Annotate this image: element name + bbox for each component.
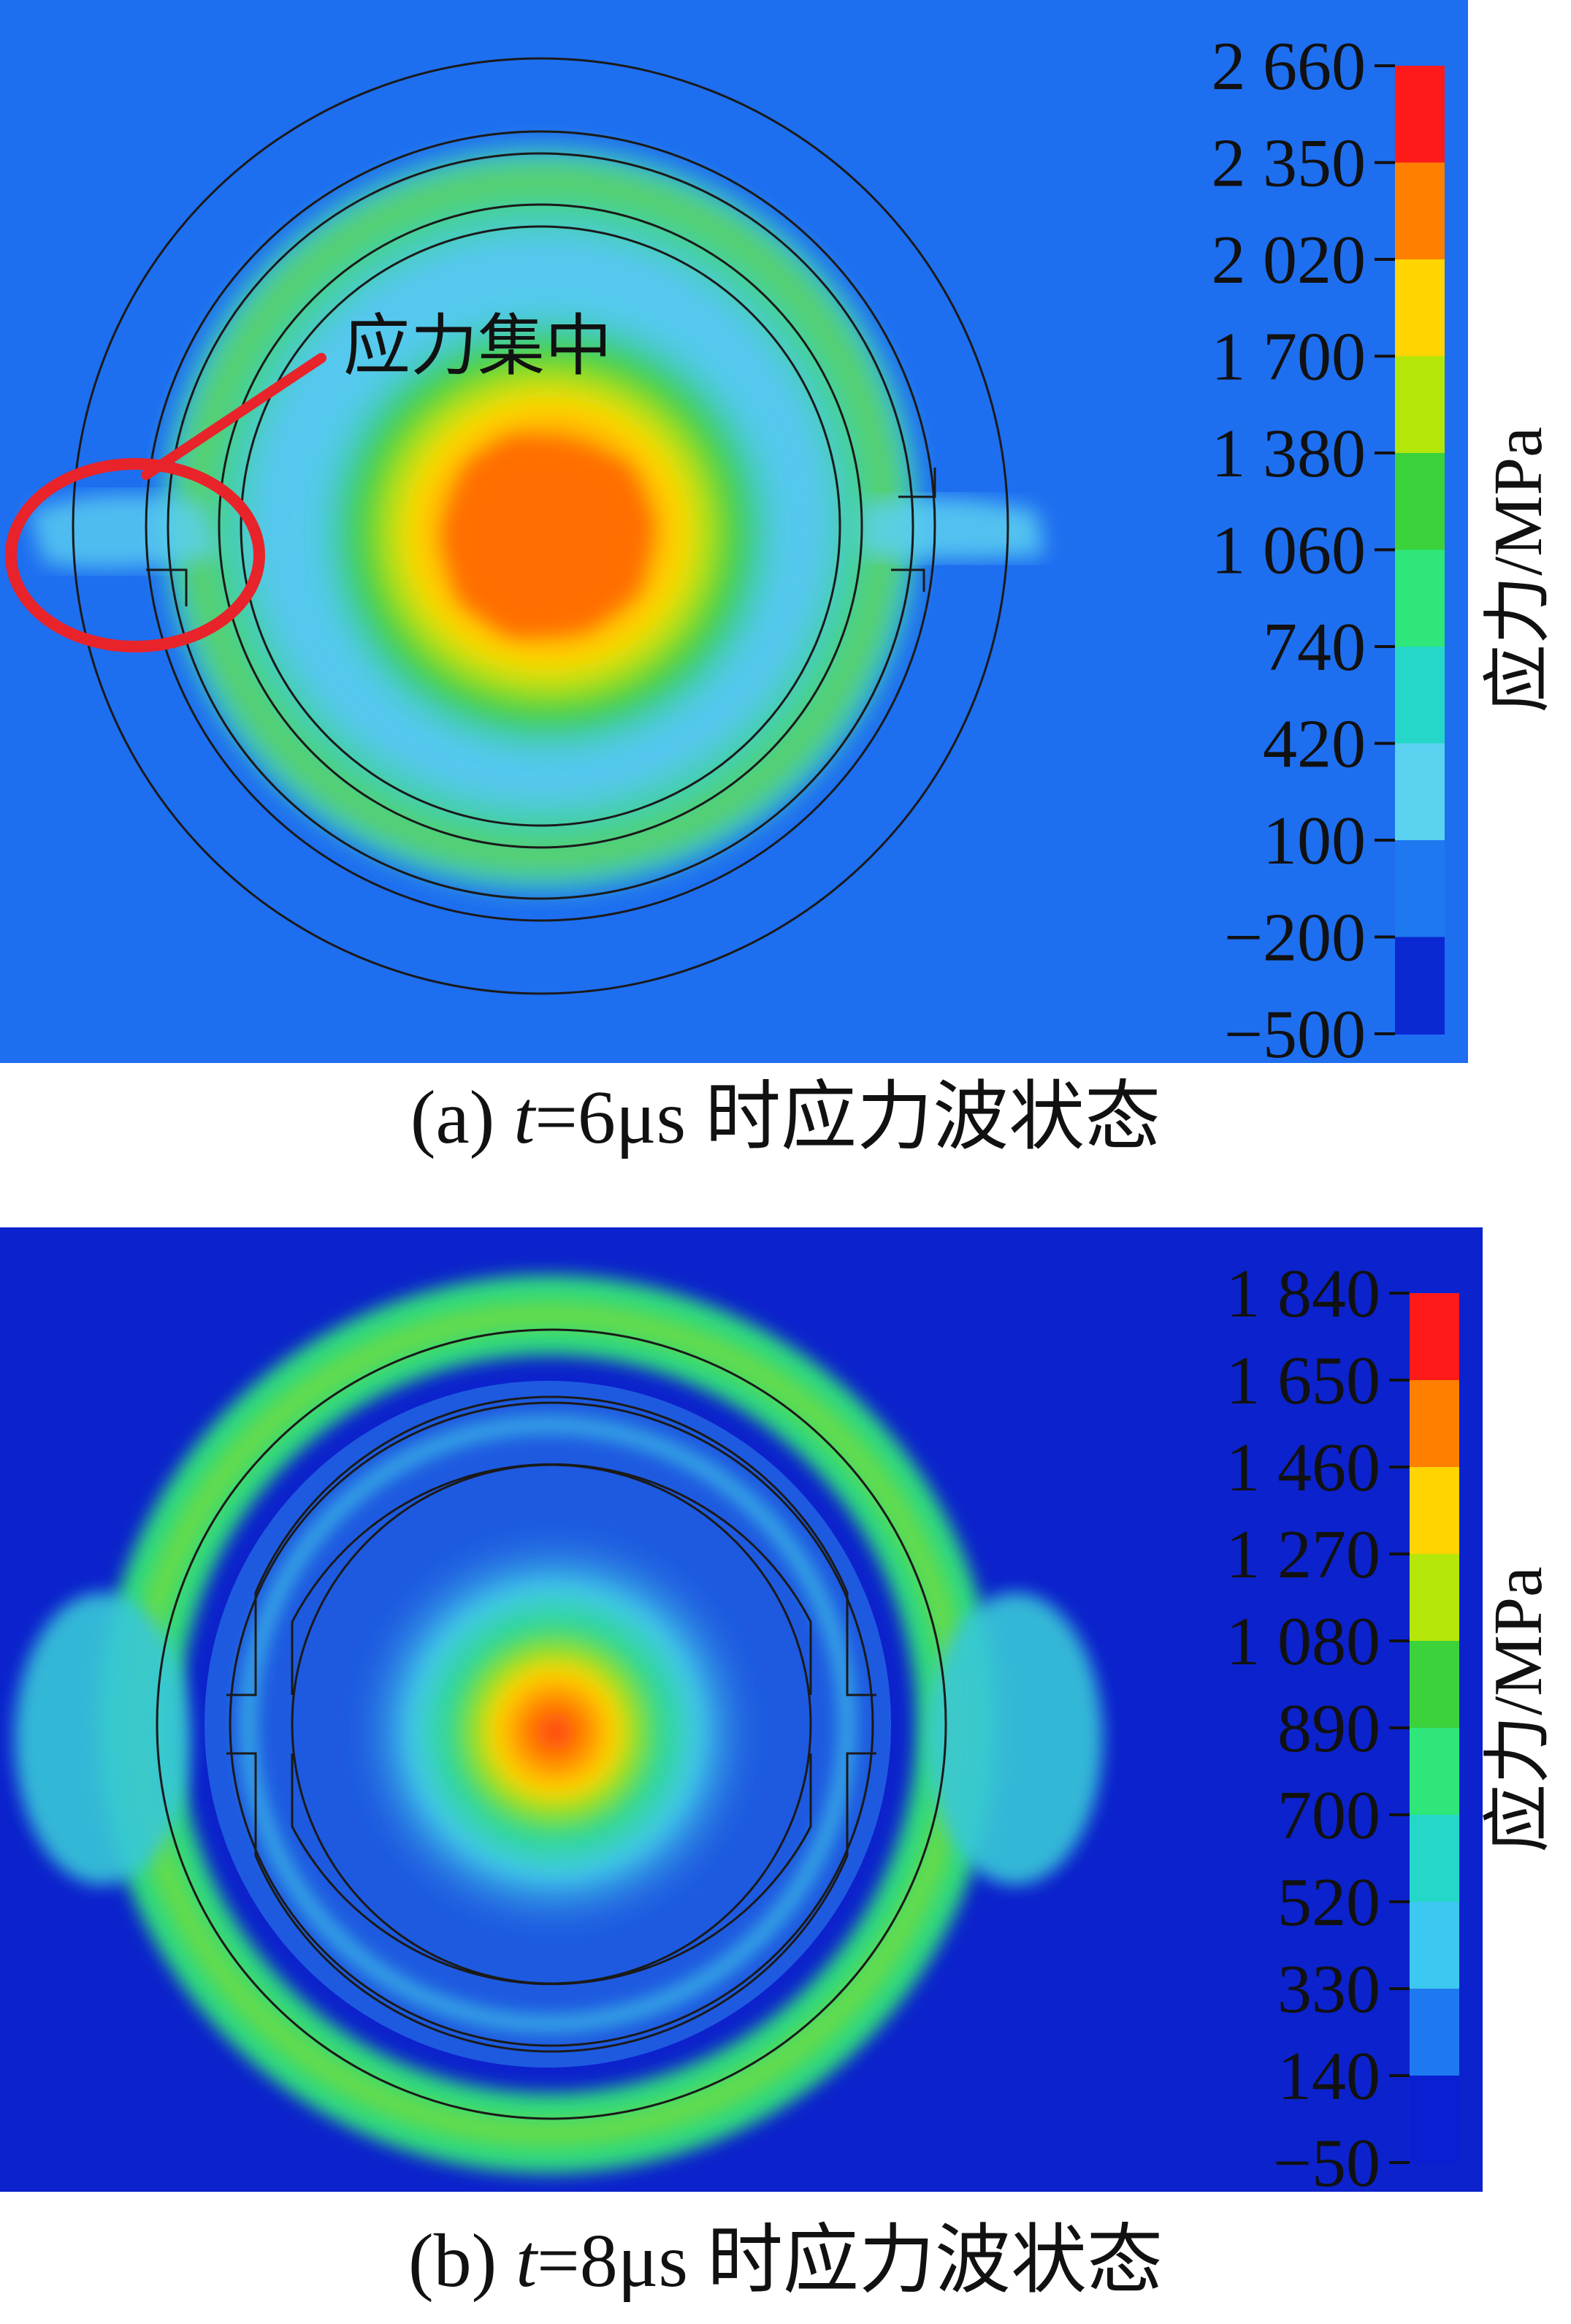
a-colorbar-tick-label: 2 020 — [1212, 222, 1366, 298]
a-colorbar-tick-label: 420 — [1263, 706, 1366, 782]
caption-b-time-var: t — [516, 2219, 538, 2303]
b-colorbar-tick-label: 1 840 — [1226, 1256, 1381, 1332]
b-colorbar-tick-label: 700 — [1277, 1778, 1380, 1854]
a-colorbar-segment — [1395, 647, 1445, 744]
stress-concentration-circle — [5, 458, 265, 652]
b-colorbar-tick-label: 520 — [1277, 1864, 1380, 1940]
stress-leak-left — [29, 495, 219, 568]
wave-lobe-right — [928, 1593, 1103, 1885]
a-colorbar-tick-label: 1 380 — [1212, 416, 1366, 492]
stress-core — [343, 1520, 767, 1943]
stress-leak-right — [862, 498, 1044, 559]
a-colorbar-segment — [1395, 66, 1445, 164]
stress-contour-plot-b: 1 840 1 650 1 460 1 270 1 080 890 700 520 330 140… — [0, 1227, 1556, 2192]
b-colorbar-tick-label: 1 460 — [1226, 1430, 1381, 1506]
a-colorbar-tick-label: 1 060 — [1212, 513, 1366, 589]
b-colorbar-segment — [1410, 1902, 1459, 1989]
b-colorbar-tick-label: 140 — [1277, 2038, 1380, 2114]
colorbar-a: 2 660 2 350 2 020 1 700 1 380 1 060 740 420 100 −… — [1212, 28, 1445, 1067]
panel-b: 1 840 1 650 1 460 1 270 1 080 890 700 520 330 140… — [0, 1227, 1571, 2303]
structure-outlines — [156, 1328, 947, 2120]
a-colorbar-tick-label: −200 — [1224, 900, 1366, 976]
wave-lobe-left — [15, 1593, 190, 1885]
b-colorbar-tick-label: 330 — [1277, 1951, 1380, 2027]
a-colorbar-segment — [1395, 259, 1445, 357]
a-colorbar-segment — [1395, 453, 1445, 551]
b-colorbar-tick-label: 1 080 — [1226, 1604, 1381, 1680]
annotation-leader-line — [141, 353, 326, 480]
a-colorbar-tick-label: 740 — [1263, 609, 1366, 685]
annotation-label: 应力集中 — [343, 307, 612, 385]
b-colorbar-tick-label: 1 270 — [1226, 1517, 1381, 1593]
panel-a: 应力集中 2 660 2 350 2 020 1 700 1 380 1 060 740 42… — [0, 0, 1571, 1159]
b-colorbar-segment — [1410, 2076, 1459, 2163]
colorbar-b: 1 840 1 650 1 460 1 270 1 080 890 700 520 330 140… — [1226, 1256, 1459, 2192]
b-colorbar-segment — [1410, 1815, 1459, 1902]
caption-a-time-var: t — [513, 1075, 535, 1159]
a-colorbar-tick-label: 2 660 — [1212, 28, 1366, 104]
a-colorbar-tick-label: 1 700 — [1212, 319, 1366, 395]
colorbar-unit-label-b: 应力/MPa — [1480, 1566, 1556, 1853]
a-colorbar-segment — [1395, 162, 1445, 260]
a-colorbar-tick-label: 2 350 — [1212, 126, 1366, 202]
a-colorbar-tick-label: −500 — [1224, 997, 1366, 1067]
b-colorbar-segment — [1410, 1467, 1459, 1555]
b-colorbar-segment — [1410, 1380, 1459, 1468]
a-colorbar-segment — [1395, 549, 1445, 647]
a-colorbar-segment — [1395, 840, 1445, 938]
b-colorbar-segment — [1410, 1989, 1459, 2076]
inner-wave-ring — [241, 1417, 855, 2031]
stress-peak — [446, 438, 650, 636]
caption-b-rest: =8μs 时应力波状态 — [537, 2219, 1163, 2303]
a-colorbar-segment — [1395, 743, 1445, 841]
a-colorbar-tick-label: 100 — [1263, 803, 1366, 879]
b-colorbar-tick-label: −50 — [1273, 2125, 1380, 2192]
structure-outlines — [72, 57, 1009, 995]
caption-a-rest: =6μs 时应力波状态 — [535, 1075, 1161, 1159]
caption-a: (a) t=6μs 时应力波状态 — [0, 1070, 1571, 1165]
stress-contour-plot-a: 应力集中 2 660 2 350 2 020 1 700 1 380 1 060 740 42… — [0, 0, 1556, 1067]
colorbar-unit-label-a: 应力/MPa — [1480, 427, 1556, 713]
caption-a-prefix: (a) — [410, 1075, 514, 1159]
b-colorbar-segment — [1410, 1554, 1459, 1642]
b-colorbar-segment — [1410, 1728, 1459, 1816]
b-colorbar-tick-label: 1 650 — [1226, 1343, 1381, 1419]
caption-b-prefix: (b) — [408, 2219, 516, 2303]
a-colorbar-segment — [1395, 356, 1445, 454]
a-colorbar-segment — [1395, 937, 1445, 1035]
b-colorbar-tick-label: 890 — [1277, 1691, 1380, 1767]
b-colorbar-segment — [1410, 1293, 1459, 1381]
caption-b: (b) t=8μs 时应力波状态 — [0, 2214, 1571, 2309]
b-colorbar-segment — [1410, 1641, 1459, 1729]
